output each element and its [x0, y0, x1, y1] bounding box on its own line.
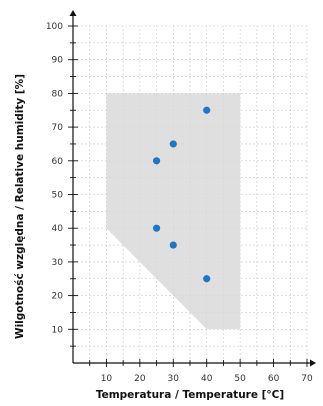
data-point [152, 224, 161, 232]
data-point [152, 157, 161, 165]
data-point [169, 140, 177, 148]
y-tick-label: 30 [52, 258, 64, 268]
y-tick-label: 70 [52, 123, 64, 133]
y-tick-label: 60 [52, 157, 64, 167]
x-axis-title: Temperatura / Temperature [°C] [96, 389, 284, 401]
x-tick-label: 50 [234, 374, 246, 384]
acceptable-region [106, 93, 241, 330]
data-point [169, 241, 177, 249]
y-tick-label: 20 [52, 292, 64, 302]
y-tick-label: 50 [52, 191, 64, 201]
y-tick-label: 100 [46, 22, 63, 32]
data-points [152, 106, 211, 283]
y-tick-label: 80 [52, 89, 64, 99]
y-tick-label: 40 [52, 224, 64, 234]
tick-labels: 10 20 30 40 50 60 70 10 20 30 40 50 60 70 80 90 100 [46, 22, 313, 384]
axes [68, 10, 316, 367]
x-tick-label: 40 [201, 374, 213, 384]
x-tick-label: 10 [101, 374, 113, 384]
x-tick-label: 70 [301, 374, 313, 384]
data-point [203, 106, 211, 114]
region-polygon [106, 93, 241, 330]
y-axis-title: Wilgotność względna / Relative humidity … [14, 74, 26, 339]
data-point [203, 275, 211, 283]
x-axis-arrow [310, 359, 316, 367]
x-tick-label: 60 [268, 374, 280, 384]
x-tick-label: 30 [168, 374, 180, 384]
y-tick-label: 10 [52, 325, 64, 335]
x-tick-label: 20 [134, 374, 146, 384]
y-tick-label: 90 [52, 56, 64, 66]
y-axis-arrow [69, 10, 77, 16]
